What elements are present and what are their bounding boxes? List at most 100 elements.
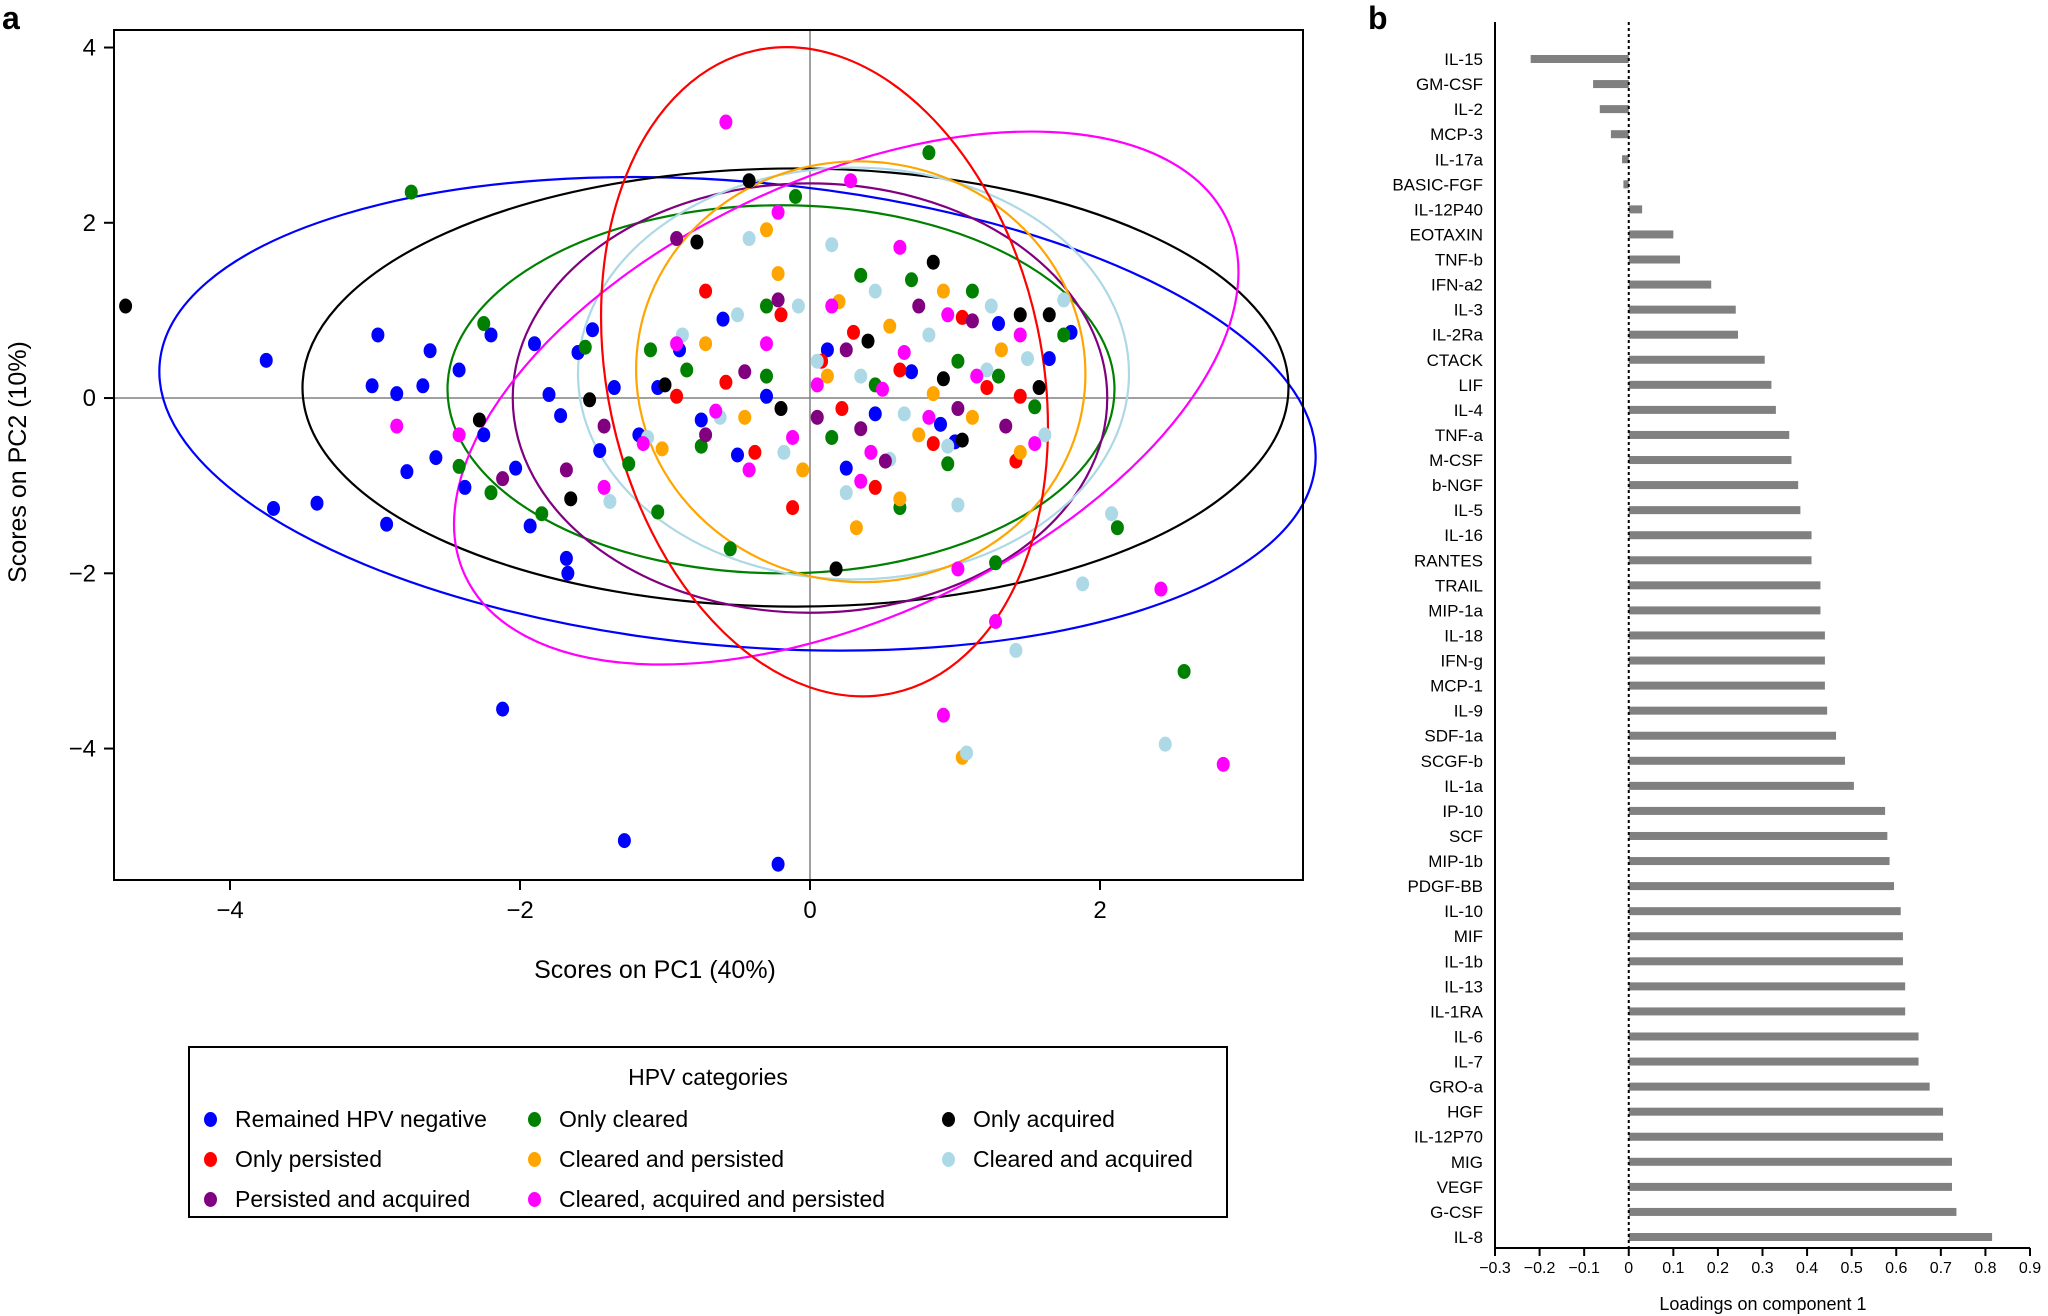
- data-point: [670, 231, 684, 247]
- loading-bar-ifn-a2: [1628, 280, 1712, 289]
- data-point: [854, 473, 868, 489]
- data-point: [905, 364, 918, 380]
- data-point: [955, 432, 969, 448]
- data-point: [723, 541, 737, 557]
- data-point: [472, 412, 486, 428]
- cytokine-labels: IL-15 GM-CSF IL-2 MCP-3 IL-17a BASIC-FGF IL-12…: [1392, 50, 1483, 1247]
- x-tick-label: 0: [803, 897, 816, 924]
- category-label: MIP-1a: [1428, 601, 1483, 620]
- data-point: [999, 418, 1013, 434]
- data-point: [1110, 520, 1124, 536]
- data-point: [699, 427, 713, 443]
- loading-bar-il-6: [1628, 1032, 1919, 1041]
- data-point: [820, 342, 834, 358]
- legend-item: Only cleared: [528, 1106, 688, 1133]
- category-label: IL-13: [1444, 977, 1483, 996]
- category-label: GRO-a: [1429, 1078, 1483, 1097]
- loading-bar-vegf: [1628, 1182, 1952, 1191]
- data-point: [680, 362, 694, 378]
- data-point: [970, 368, 984, 384]
- category-label: SDF-1a: [1424, 727, 1483, 746]
- data-point: [738, 409, 752, 425]
- category-label: RANTES: [1414, 551, 1483, 570]
- bar-x-tick-label: −0.1: [1568, 1260, 1600, 1277]
- data-point: [542, 387, 556, 403]
- data-point: [936, 707, 950, 723]
- data-point: [742, 173, 756, 189]
- y-tick-label: 2: [83, 210, 96, 237]
- data-point: [926, 386, 940, 402]
- data-point: [835, 401, 849, 417]
- data-point: [771, 292, 785, 308]
- data-point: [1028, 399, 1042, 415]
- loading-bars: [1530, 55, 1993, 1241]
- bar-x-tick-label: 0.6: [1885, 1260, 1907, 1277]
- legend-label: Cleared, acquired and persisted: [559, 1186, 886, 1212]
- data-point: [760, 388, 773, 404]
- category-label: TNF-b: [1435, 251, 1483, 270]
- data-point: [868, 406, 882, 422]
- data-point: [528, 336, 541, 352]
- data-point: [1032, 380, 1046, 396]
- loading-bar-rantes: [1628, 556, 1812, 565]
- category-label: b-NGF: [1432, 476, 1483, 495]
- category-label: EOTAXIN: [1410, 225, 1483, 244]
- data-point: [559, 462, 573, 478]
- legend-marker: [528, 1112, 541, 1127]
- category-label: CTACK: [1427, 351, 1484, 370]
- data-point: [1013, 444, 1027, 460]
- legend-label: Only acquired: [973, 1106, 1115, 1132]
- data-point: [825, 237, 839, 253]
- legend-item: Persisted and acquired: [204, 1186, 470, 1213]
- data-point: [535, 506, 549, 522]
- loading-bar-il-5: [1628, 506, 1801, 515]
- ellipse-only-acquired: [301, 167, 1290, 608]
- data-point: [1013, 327, 1027, 343]
- data-point: [941, 307, 955, 323]
- loading-bar-scgf-b: [1628, 756, 1845, 765]
- data-point: [912, 427, 926, 443]
- data-point: [603, 493, 617, 509]
- data-point: [1177, 663, 1191, 679]
- data-point: [847, 324, 860, 340]
- data-point: [709, 403, 723, 419]
- ellipse-cleared-and-acquired: [576, 166, 1131, 581]
- data-point: [259, 352, 273, 368]
- data-point: [416, 378, 430, 394]
- bar-x-axis-ticks: −0.3 −0.2 −0.1 0 0.1 0.2 0.3 0.4 0.5 0.6 0.7 0.8 0.9: [1479, 1248, 2041, 1277]
- data-point: [310, 495, 324, 511]
- data-point: [760, 336, 773, 352]
- data-point: [980, 362, 994, 378]
- loading-bar-tnf-a: [1628, 430, 1790, 439]
- data-point: [1009, 642, 1023, 658]
- legend-title: HPV categories: [628, 1064, 788, 1090]
- ellipse-remained-hpv-negative: [158, 175, 1317, 652]
- category-label: VEGF: [1437, 1178, 1483, 1197]
- data-point: [477, 316, 491, 332]
- category-label: IL-1RA: [1430, 1002, 1484, 1021]
- data-point: [371, 327, 385, 343]
- loading-bar-g-csf: [1628, 1207, 1957, 1216]
- data-point: [365, 378, 379, 394]
- data-point: [578, 339, 592, 355]
- loading-bar-basic-fgf: [1623, 180, 1629, 189]
- data-point: [774, 307, 788, 323]
- y-axis-label: Scores on PC2 (10%): [4, 341, 32, 583]
- data-point: [1105, 506, 1119, 522]
- data-point: [926, 254, 940, 270]
- data-point: [690, 234, 704, 250]
- data-point: [670, 336, 684, 352]
- loading-bar-il-18: [1628, 631, 1825, 640]
- data-point: [1013, 388, 1027, 404]
- loading-bar-il-12p40: [1628, 205, 1643, 214]
- data-point: [564, 491, 578, 507]
- category-label: IL-18: [1444, 626, 1483, 645]
- data-point: [951, 561, 965, 577]
- bar-x-tick-label: 0.7: [1930, 1260, 1952, 1277]
- data-point: [694, 438, 708, 454]
- loading-bar-il-12p70: [1628, 1132, 1944, 1141]
- data-point: [854, 267, 868, 283]
- x-tick-label: −4: [216, 897, 243, 924]
- scatter-points: [119, 114, 1230, 872]
